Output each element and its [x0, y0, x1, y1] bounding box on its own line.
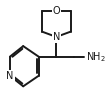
Text: N: N	[6, 71, 14, 81]
Text: N: N	[53, 32, 60, 42]
Text: NH$_2$: NH$_2$	[86, 50, 105, 64]
Text: O: O	[53, 5, 60, 16]
